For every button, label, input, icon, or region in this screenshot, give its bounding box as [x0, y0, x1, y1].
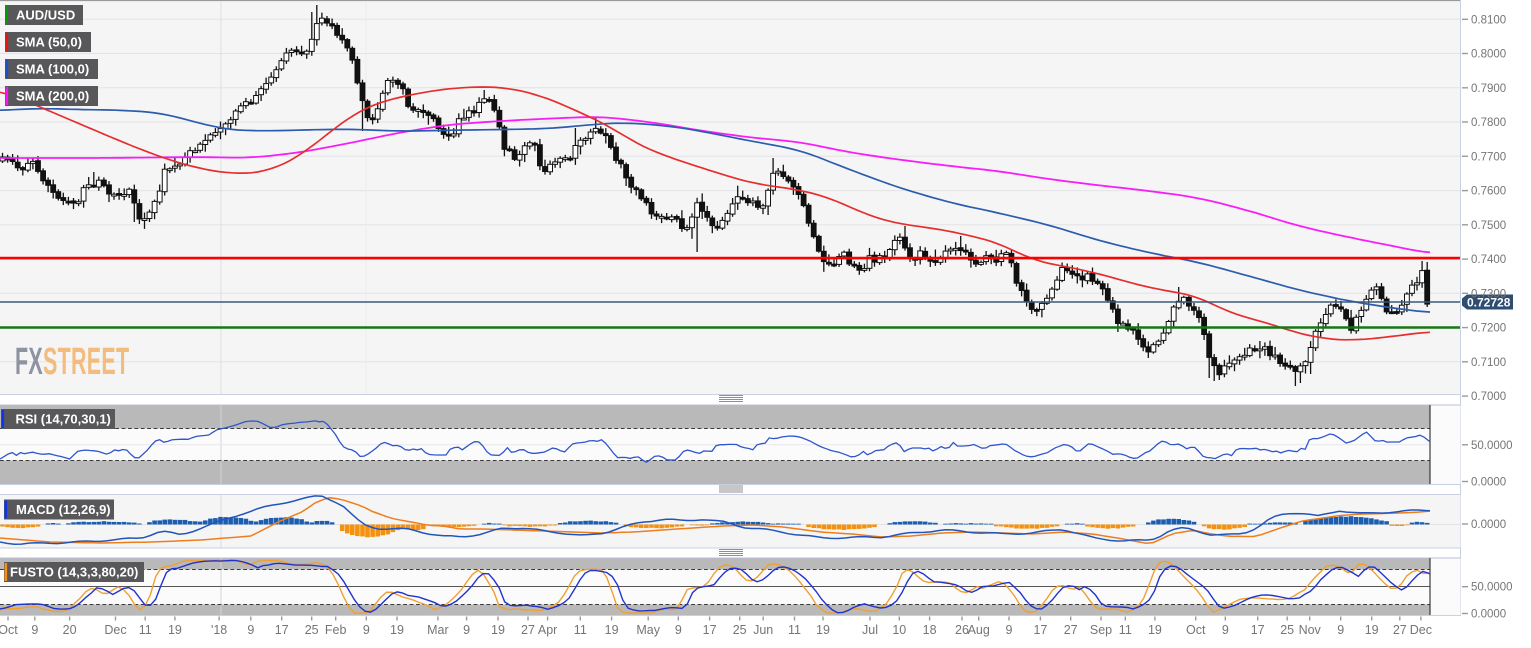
svg-text:9: 9: [31, 623, 38, 637]
svg-text:17: 17: [1251, 623, 1265, 637]
svg-text:9: 9: [1222, 623, 1229, 637]
svg-text:19: 19: [605, 623, 619, 637]
svg-text:19: 19: [1148, 623, 1162, 637]
svg-text:9: 9: [463, 623, 470, 637]
svg-text:11: 11: [1119, 623, 1132, 637]
svg-text:0.7000: 0.7000: [1471, 391, 1506, 403]
svg-text:FXSTREET: FXSTREET: [15, 340, 129, 383]
svg-text:0.8100: 0.8100: [1471, 14, 1506, 26]
svg-text:0.0000: 0.0000: [1471, 609, 1506, 621]
svg-text:Oct: Oct: [1186, 623, 1206, 637]
svg-text:Aug: Aug: [968, 623, 990, 637]
svg-text:26: 26: [955, 623, 969, 637]
svg-text:25: 25: [305, 623, 319, 637]
svg-text:Oct: Oct: [0, 623, 18, 637]
svg-text:17: 17: [703, 623, 717, 637]
svg-text:11: 11: [788, 623, 801, 637]
svg-text:Jun: Jun: [753, 623, 773, 637]
svg-text:0.0000: 0.0000: [1471, 519, 1506, 531]
svg-text:0.8000: 0.8000: [1471, 49, 1506, 61]
svg-text:19: 19: [1365, 623, 1379, 637]
svg-text:11: 11: [139, 623, 152, 637]
svg-text:17: 17: [1033, 623, 1047, 637]
svg-text:May: May: [636, 623, 660, 637]
svg-text:27: 27: [521, 623, 535, 637]
svg-text:0.0000: 0.0000: [1471, 477, 1506, 489]
svg-text:Mar: Mar: [427, 623, 449, 637]
svg-text:0.7400: 0.7400: [1471, 254, 1506, 266]
svg-text:10: 10: [892, 623, 906, 637]
svg-text:50.0000: 50.0000: [1471, 582, 1513, 594]
svg-text:19: 19: [390, 623, 404, 637]
svg-text:27: 27: [1064, 623, 1078, 637]
svg-text:25: 25: [733, 623, 747, 637]
svg-text:19: 19: [491, 623, 505, 637]
svg-text:MACD (12,26,9): MACD (12,26,9): [16, 502, 111, 517]
svg-text:19: 19: [168, 623, 182, 637]
svg-text:9: 9: [1006, 623, 1013, 637]
svg-text:9: 9: [247, 623, 254, 637]
svg-text:17: 17: [275, 623, 289, 637]
svg-text:0.7100: 0.7100: [1471, 357, 1506, 369]
svg-text:Sep: Sep: [1090, 623, 1112, 637]
svg-text:RSI (14,70,30,1): RSI (14,70,30,1): [16, 412, 111, 427]
svg-text:'18: '18: [211, 623, 227, 637]
svg-text:20: 20: [63, 623, 77, 637]
svg-text:0.7600: 0.7600: [1471, 186, 1506, 198]
svg-text:0.7700: 0.7700: [1471, 151, 1506, 163]
svg-text:0.7900: 0.7900: [1471, 83, 1506, 95]
svg-text:50.0000: 50.0000: [1471, 440, 1513, 452]
svg-text:Feb: Feb: [325, 623, 347, 637]
svg-text:27: 27: [1393, 623, 1407, 637]
svg-text:AUD/USD: AUD/USD: [16, 8, 75, 23]
svg-text:9: 9: [363, 623, 370, 637]
svg-text:11: 11: [574, 623, 587, 637]
svg-text:Nov: Nov: [1299, 623, 1322, 637]
svg-text:Jul: Jul: [862, 623, 878, 637]
svg-text:SMA (100,0): SMA (100,0): [16, 62, 89, 77]
svg-text:0.7300: 0.7300: [1471, 288, 1506, 300]
svg-text:9: 9: [675, 623, 682, 637]
svg-text:9: 9: [1337, 623, 1344, 637]
svg-text:Apr: Apr: [538, 623, 557, 637]
svg-text:18: 18: [923, 623, 937, 637]
svg-text:19: 19: [816, 623, 830, 637]
svg-text:0.7800: 0.7800: [1471, 117, 1506, 129]
svg-text:Dec: Dec: [1410, 623, 1432, 637]
svg-text:SMA (200,0): SMA (200,0): [16, 89, 89, 104]
svg-text:SMA (50,0): SMA (50,0): [16, 35, 82, 50]
svg-text:0.7500: 0.7500: [1471, 220, 1506, 232]
svg-text:FUSTO (14,3,3,80,20): FUSTO (14,3,3,80,20): [10, 565, 138, 580]
svg-text:Dec: Dec: [104, 623, 126, 637]
svg-text:25: 25: [1280, 623, 1294, 637]
svg-text:0.7200: 0.7200: [1471, 323, 1506, 335]
svg-text:0.72728: 0.72728: [1467, 296, 1511, 310]
